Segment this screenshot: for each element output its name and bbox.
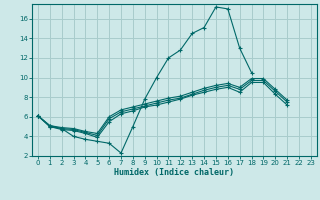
X-axis label: Humidex (Indice chaleur): Humidex (Indice chaleur) — [115, 168, 234, 177]
